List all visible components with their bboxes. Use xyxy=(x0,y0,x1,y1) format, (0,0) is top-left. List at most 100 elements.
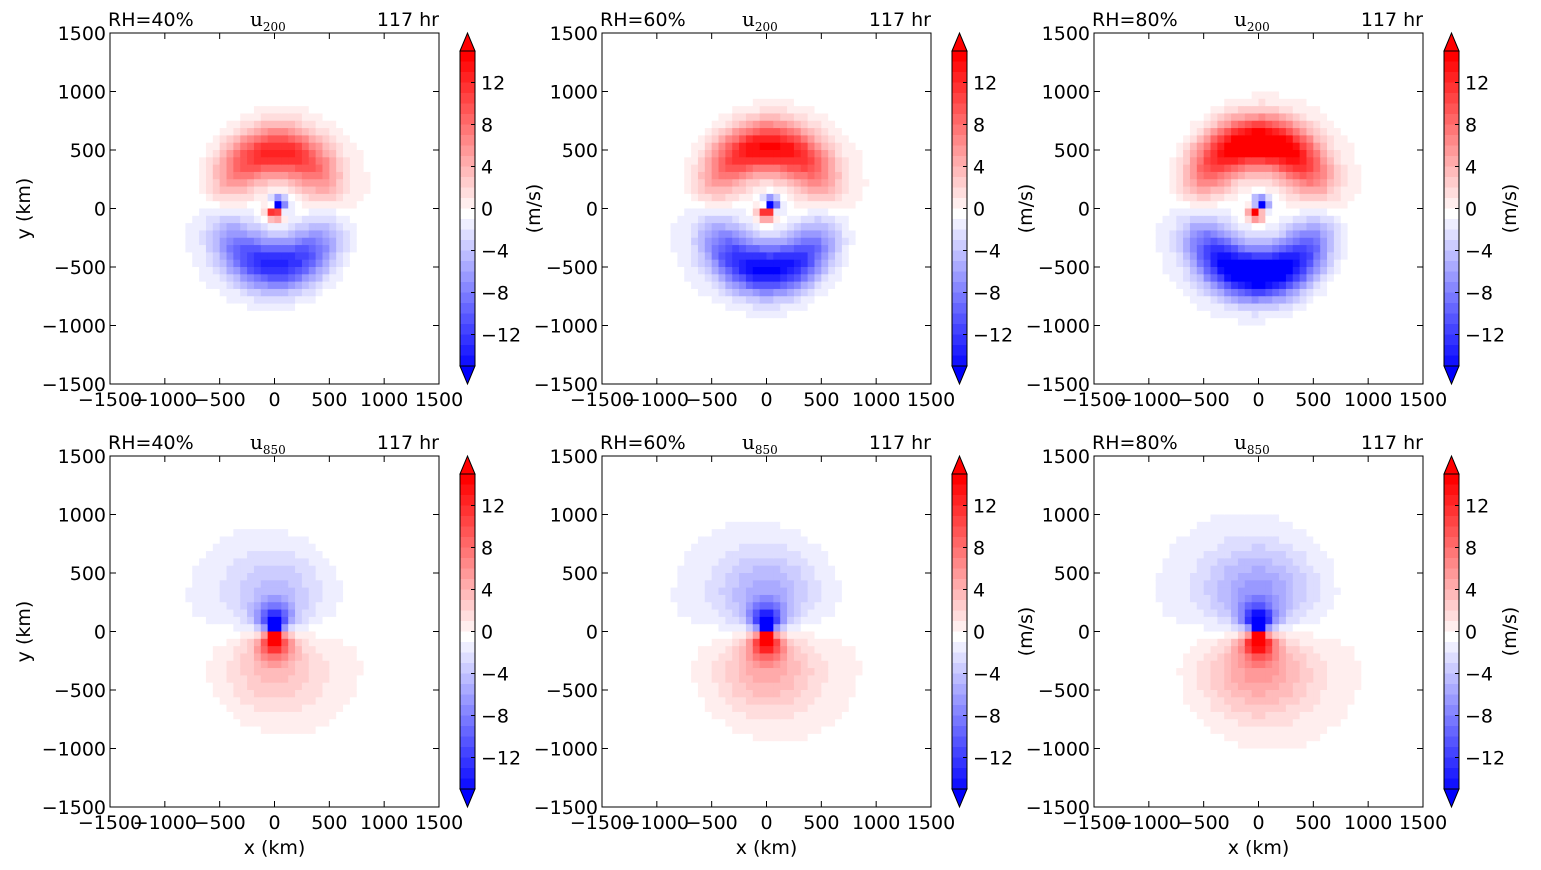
heatmap-cell xyxy=(322,106,330,115)
heatmap-cell xyxy=(602,186,610,195)
heatmap-cell xyxy=(343,332,351,341)
heatmap-cell xyxy=(704,193,713,202)
heatmap-cell xyxy=(322,369,330,378)
heatmap-cell xyxy=(622,281,631,290)
heatmap-cell xyxy=(192,40,200,49)
heatmap-cell xyxy=(123,171,132,180)
heatmap-cell xyxy=(910,318,918,327)
heatmap-cell xyxy=(336,362,344,370)
heatmap-cell xyxy=(807,33,816,41)
heatmap-cell xyxy=(752,223,761,232)
heatmap-cell xyxy=(240,201,248,210)
heatmap-cell xyxy=(629,245,637,253)
heatmap-cell xyxy=(697,318,706,327)
heatmap-cell xyxy=(411,369,420,378)
heatmap-cell xyxy=(274,237,282,246)
heatmap-cell xyxy=(288,128,296,136)
heatmap-cell xyxy=(615,135,624,144)
heatmap-cell xyxy=(151,274,159,283)
heatmap-cell xyxy=(123,76,132,85)
heatmap-cell xyxy=(835,325,843,334)
heatmap-cell xyxy=(322,113,330,122)
heatmap-cell xyxy=(759,128,768,136)
heatmap-cell xyxy=(848,76,857,85)
heatmap-cell xyxy=(226,354,234,363)
heatmap-cell xyxy=(711,296,720,305)
heatmap-cell xyxy=(274,47,282,56)
heatmap-cell xyxy=(855,369,864,378)
heatmap-cell xyxy=(192,164,200,173)
heatmap-cell xyxy=(356,281,365,290)
heatmap-cell xyxy=(274,332,282,341)
heatmap-cell xyxy=(924,135,932,144)
heatmap-cell xyxy=(116,201,125,210)
heatmap-cell xyxy=(622,310,631,319)
heatmap-cell xyxy=(404,98,413,107)
heatmap-cell xyxy=(219,113,228,122)
heatmap-cell xyxy=(226,215,234,224)
heatmap-cell xyxy=(745,69,754,78)
heatmap-cell xyxy=(130,33,139,41)
heatmap-cell xyxy=(116,267,125,275)
heatmap-cell xyxy=(883,369,891,378)
heatmap-cell xyxy=(1094,128,1102,136)
heatmap-cell xyxy=(384,120,392,129)
heatmap-cell xyxy=(876,296,884,305)
heatmap-cell xyxy=(1114,157,1123,166)
heatmap-cell xyxy=(384,354,392,363)
heatmap-cell xyxy=(356,259,365,268)
heatmap-cell xyxy=(821,142,829,151)
heatmap-cell xyxy=(924,171,932,180)
heatmap-cell xyxy=(157,310,166,319)
heatmap-cell xyxy=(643,303,651,312)
heatmap-cell xyxy=(233,128,241,136)
heatmap-cell xyxy=(800,362,809,370)
heatmap-cell xyxy=(718,128,726,136)
colorbar-label: (m/s) xyxy=(523,184,545,234)
heatmap-cell xyxy=(835,91,843,100)
heatmap-cell xyxy=(370,208,378,217)
heatmap-cell xyxy=(199,135,207,144)
heatmap-cell xyxy=(739,150,747,158)
heatmap-cell xyxy=(643,113,651,122)
heatmap-cell xyxy=(137,230,145,239)
heatmap-cell xyxy=(219,150,228,158)
heatmap-cell xyxy=(917,347,925,356)
heatmap-cell xyxy=(384,281,392,290)
heatmap-cell xyxy=(835,318,843,327)
heatmap-cell xyxy=(281,164,289,173)
heatmap-cell xyxy=(397,186,406,195)
heatmap-cell xyxy=(192,54,200,63)
heatmap-cell xyxy=(780,274,788,283)
heatmap-cell xyxy=(1114,91,1123,100)
heatmap-cell xyxy=(205,128,214,136)
heatmap-cell xyxy=(711,135,720,144)
heatmap-cell xyxy=(643,318,651,327)
heatmap-cell xyxy=(151,135,159,144)
heatmap-cell xyxy=(322,245,330,253)
heatmap-cell xyxy=(780,288,788,297)
heatmap-cell xyxy=(869,98,877,107)
heatmap-cell xyxy=(260,157,269,166)
heatmap-cell xyxy=(889,376,898,385)
heatmap-cell xyxy=(151,164,159,173)
y-tick-label: 500 xyxy=(70,140,106,162)
heatmap-cell xyxy=(301,76,310,85)
heatmap-cell xyxy=(343,33,351,41)
heatmap-cell xyxy=(643,252,651,261)
heatmap-cell xyxy=(848,252,857,261)
heatmap-cell xyxy=(745,252,754,261)
heatmap-cell xyxy=(219,186,228,195)
heatmap-cell xyxy=(841,230,850,239)
heatmap-cell xyxy=(656,288,665,297)
heatmap-cell xyxy=(247,376,255,385)
heatmap-cell xyxy=(876,354,884,363)
heatmap-cell xyxy=(800,128,809,136)
heatmap-cell xyxy=(356,164,365,173)
heatmap-cell xyxy=(759,303,768,312)
heatmap-cell xyxy=(260,259,269,268)
heatmap-cell xyxy=(670,47,678,56)
heatmap-cell xyxy=(602,267,610,275)
heatmap-cell xyxy=(260,150,269,158)
